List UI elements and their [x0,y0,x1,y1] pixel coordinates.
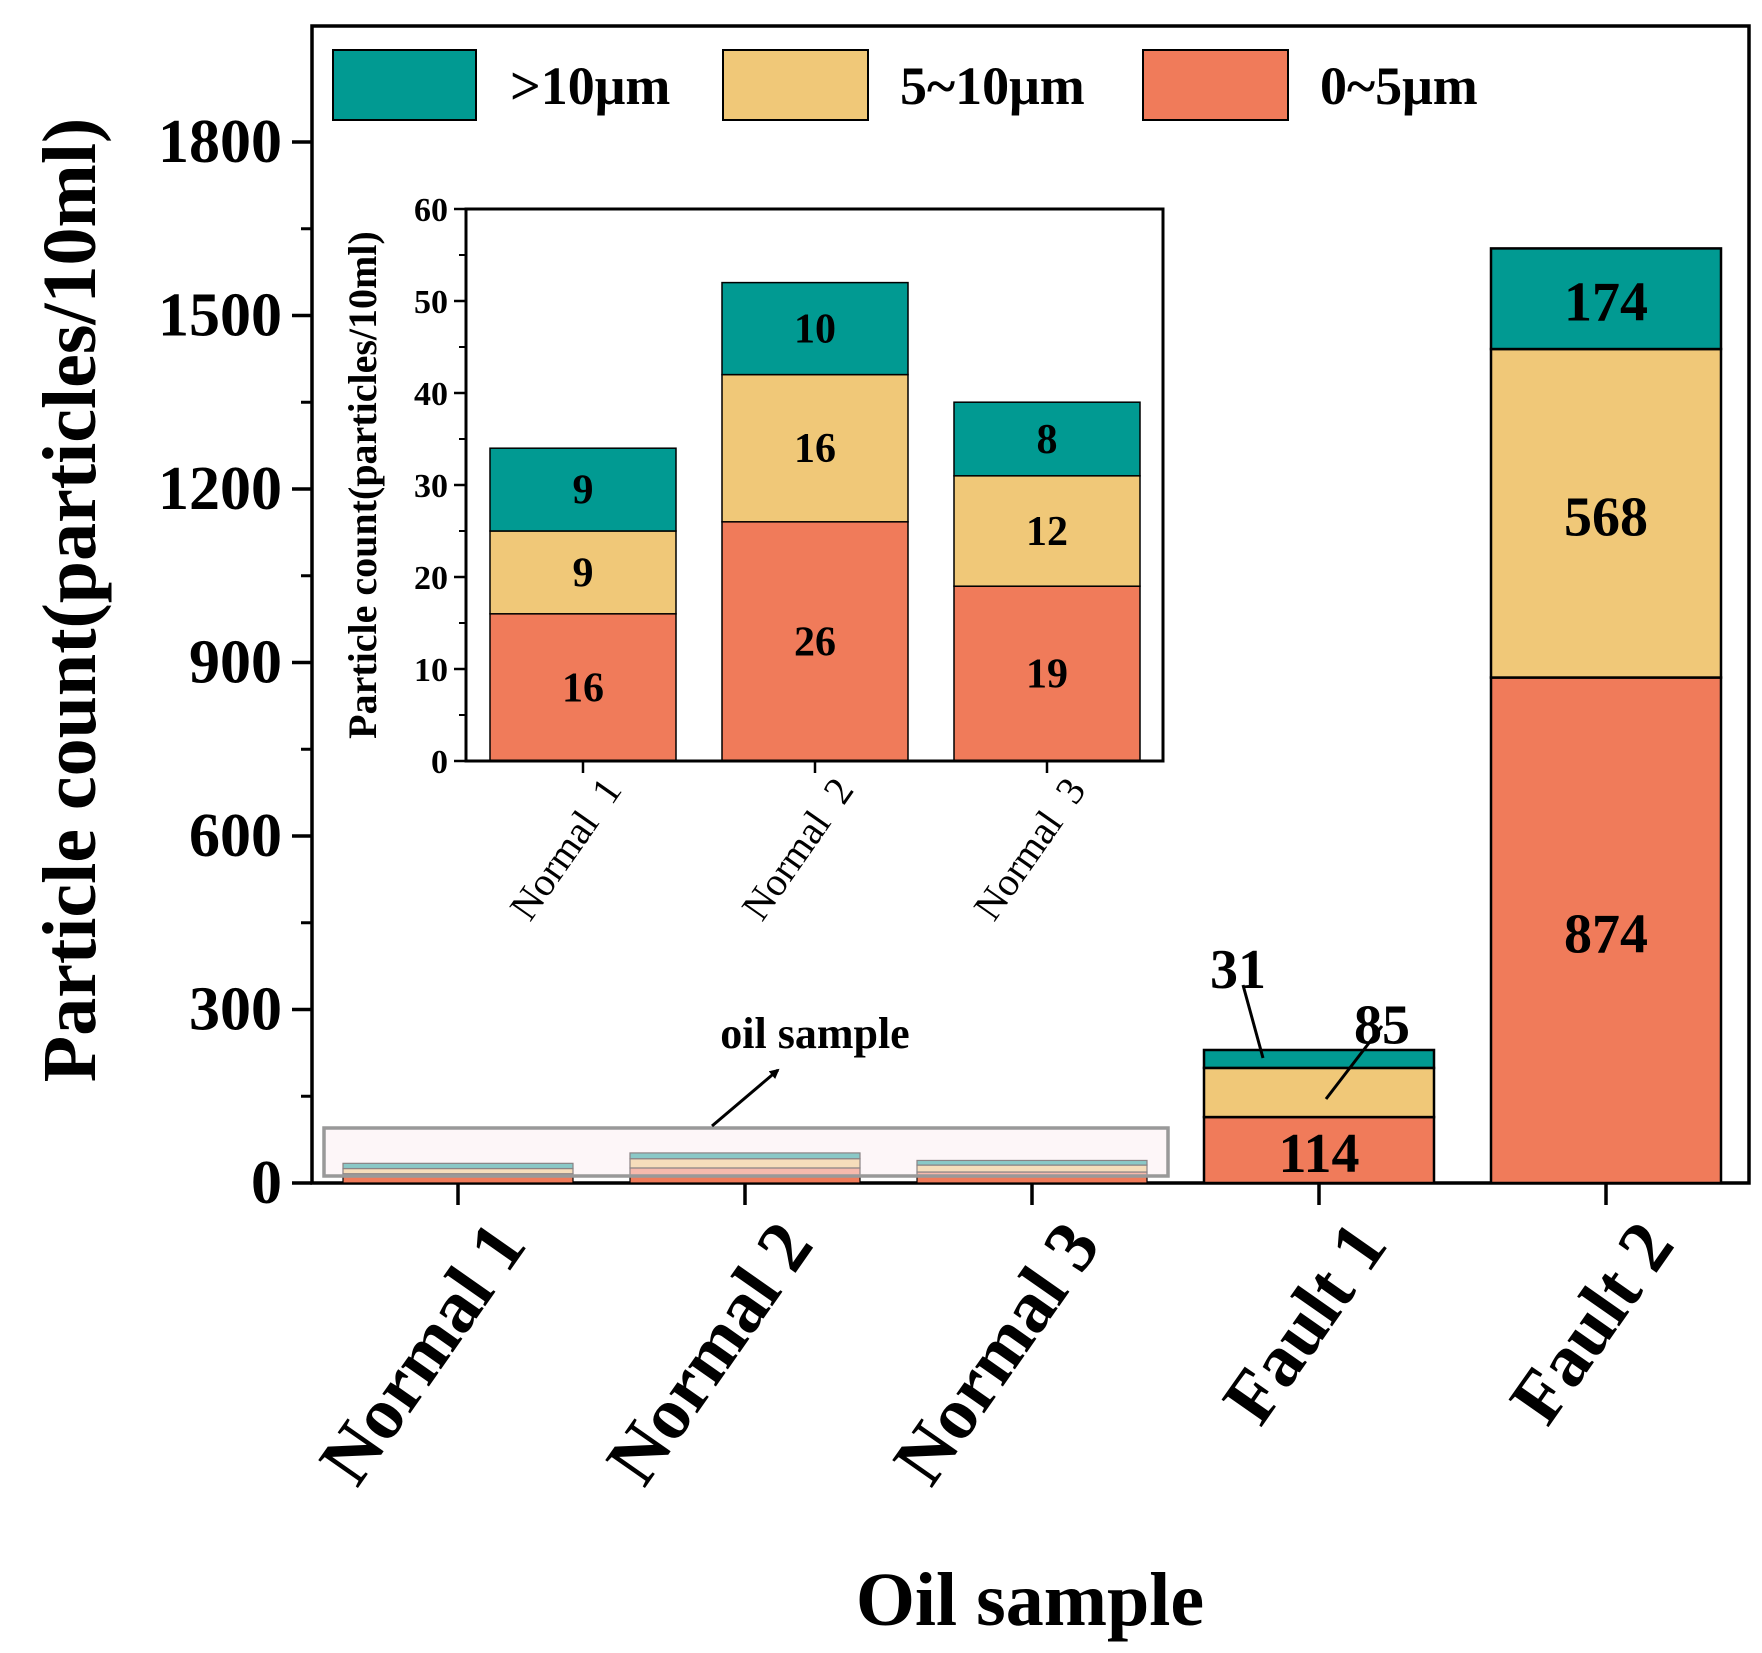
bar-value-label-fault-2-0-5-m: 874 [1564,903,1648,965]
x-tick-label-normal-3: Normal 3 [878,1208,1116,1499]
inset-bar-value-normal-2-5-10-m: 16 [794,426,836,472]
oil-sample-arrow [711,1068,780,1128]
inset-y-axis: 0 10 20 30 40 50 60 [414,192,466,781]
bar-value-label-fault-2-5-10-m: 568 [1564,486,1648,548]
y-tick-label-600: 600 [189,802,282,870]
inset-y-tick-label-30: 30 [414,468,448,505]
inset-y-tick-label-10: 10 [414,652,448,689]
bar-fault-2-10-m [1489,247,1723,351]
inset-bar-normal-3-0-5-m [953,585,1141,762]
inset-bar-value-normal-3-10-m: 8 [1037,417,1058,463]
inset-bar-normal-3-10-m [953,401,1141,477]
legend-swatch-gt10 [332,49,477,121]
legend-swatch-0-5 [1142,49,1289,121]
inset-bar-value-normal-3-0-5-m: 19 [1026,652,1068,698]
y-tick-label-900: 900 [189,629,282,697]
main-bar-labels: 114 874 85 568 31 174 [1210,272,1648,1185]
legend-label-5-10: 5~10μm [900,56,1085,116]
inset-bar-value-normal-2-0-5-m: 26 [794,619,836,665]
inset-bar-value-normal-1-0-5-m: 16 [562,665,604,711]
legend-swatch-5-10 [722,49,869,121]
inset-bar-normal-2-0-5-m [721,521,909,762]
legend: >10μm 5~10μm 0~5μm [332,49,1478,121]
inset-y-tick-label-40: 40 [414,376,448,413]
inset-x-axis: Normal 1 Normal 2 Normal 3 [500,761,1094,928]
inset-bars [489,281,1141,762]
inset-bar-labels: 16 9 9 26 16 10 19 12 8 [562,307,1068,712]
inset-bar-normal-1-5-10-m [489,530,677,615]
x-tick-label-normal-1: Normal 1 [304,1208,542,1499]
x-tick-label-fault-1: Fault 1 [1207,1208,1403,1439]
bar-value-label-fault-2-10-m: 174 [1564,272,1648,334]
y-tick-label-1200: 1200 [158,455,282,523]
bar-value-label-fault-1-10-m: 31 [1210,939,1266,1001]
inset-bar-normal-2-5-10-m [721,373,909,523]
bar-fault-2-0-5-m [1489,676,1723,1185]
bar-value-label-fault-1-5-10-m: 85 [1354,995,1410,1057]
oil-sample-highlight-box [322,1126,1170,1178]
y-tick-label-300: 300 [189,976,282,1044]
y-tick-label-1500: 1500 [158,282,282,350]
inset-y-tick-label-20: 20 [414,560,448,597]
x-tick-label-fault-2: Fault 2 [1494,1208,1690,1439]
x-tick-label-normal-2: Normal 2 [591,1208,829,1499]
y-tick-label-1800: 1800 [158,108,282,176]
y-tick-label-0: 0 [251,1149,282,1217]
inset-x-tick-label-normal-2: Normal 2 [732,769,862,928]
inset-bar-value-normal-1-5-10-m: 9 [573,550,594,596]
bar-value-label-fault-1-0-5-m: 114 [1279,1123,1360,1185]
fault1-31-leader [1241,984,1265,1059]
legend-label-0-5: 0~5μm [1320,56,1478,116]
fault1-85-leader [1324,1025,1384,1100]
main-y-axis: 0 300 600 900 1200 1500 1800 [158,108,312,1217]
inset-bar-normal-2-10-m [721,281,909,376]
main-y-axis-title: Particle count(particles/10ml) [28,118,112,1082]
inset-bar-normal-3-5-10-m [953,475,1141,587]
inset-y-tick-label-0: 0 [431,744,448,781]
inset-x-tick-label-normal-3: Normal 3 [964,769,1094,928]
inset-bar-value-normal-3-5-10-m: 12 [1026,509,1068,555]
main-x-axis: Normal 1 Normal 2 Normal 3 Fault 1 Fault 2 [304,1183,1690,1499]
oil-sample-annotation: oil sample [720,1009,909,1058]
inset-y-tick-label-60: 60 [414,192,448,229]
legend-label-gt10: >10μm [510,56,670,116]
inset-y-tick-label-50: 50 [414,284,448,321]
inset-bar-value-normal-2-10-m: 10 [794,307,836,353]
inset-bar-normal-1-10-m [489,447,677,532]
inset-x-tick-label-normal-1: Normal 1 [500,769,630,928]
inset-bar-value-normal-1-10-m: 9 [573,468,594,514]
inset-y-axis-title: Particle count(particles/10ml) [340,231,385,739]
main-x-axis-title: Oil sample [856,1558,1204,1642]
bar-fault-1-5-10-m [1202,1066,1436,1119]
